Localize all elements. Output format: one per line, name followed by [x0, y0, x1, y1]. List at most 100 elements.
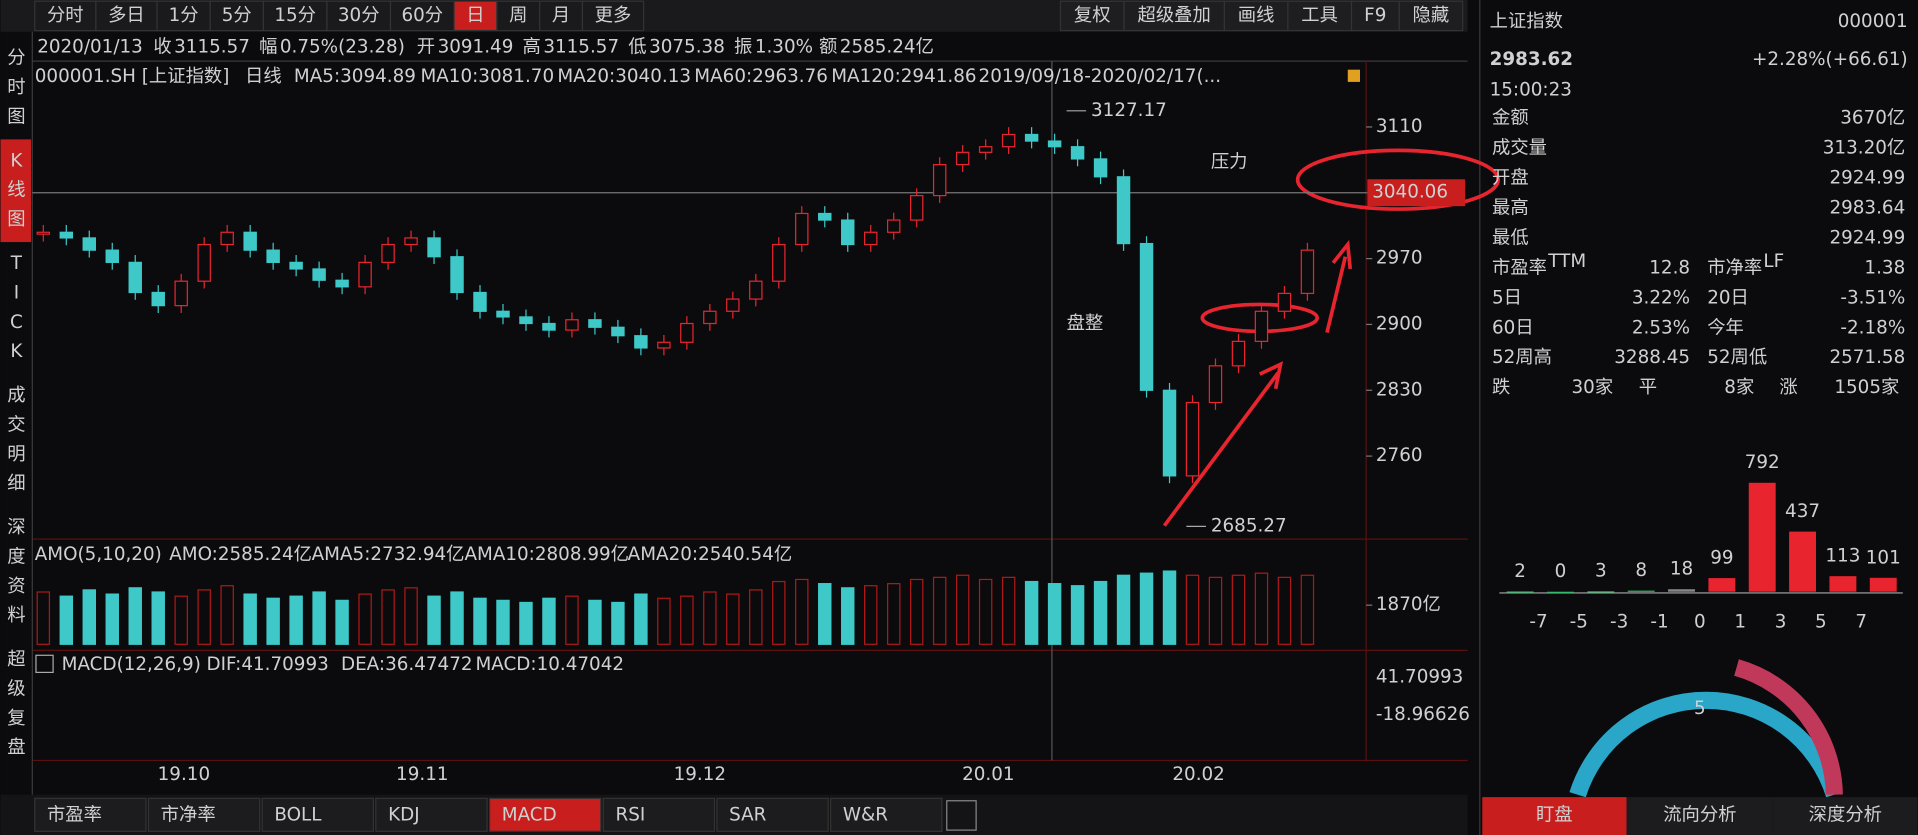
- period-tab-label[interactable]: 日: [466, 5, 484, 26]
- candle: [197, 243, 211, 282]
- info-item: 高: [523, 37, 541, 58]
- toolbar-label[interactable]: 工具: [1301, 5, 1338, 26]
- stat-label: 成交量: [1492, 138, 1547, 159]
- side-tab[interactable]: K 线图: [7, 150, 25, 230]
- candle: [1277, 292, 1292, 312]
- dist-axis-label: -1: [1650, 611, 1668, 632]
- candle: [358, 261, 372, 288]
- period-tab-label[interactable]: 周: [509, 5, 527, 26]
- volume-bar: [427, 595, 441, 645]
- indicator-tab[interactable]: [488, 797, 602, 832]
- toolbar-button[interactable]: [1059, 0, 1125, 32]
- volume-bar: [335, 599, 349, 645]
- candle: [266, 249, 280, 263]
- toolbar-label[interactable]: 画线: [1238, 5, 1275, 26]
- period-tab[interactable]: [453, 0, 498, 32]
- toolbar-button[interactable]: [1350, 0, 1400, 32]
- candle: [1001, 133, 1016, 148]
- volume-bar: [220, 585, 234, 645]
- dist-value-label: 101: [1866, 547, 1901, 568]
- info-item: 振: [734, 37, 752, 58]
- toolbar-button[interactable]: [1287, 0, 1353, 32]
- indicator-tab-label[interactable]: SAR: [729, 804, 767, 825]
- indicator-tab[interactable]: [34, 797, 147, 832]
- panel-tab-label[interactable]: 深度分析: [1809, 804, 1882, 825]
- indicator-tab[interactable]: [830, 797, 943, 832]
- period-tab-label[interactable]: 分时: [47, 5, 84, 26]
- ma-item: MA120:2941.86: [831, 66, 976, 87]
- toolbar-button[interactable]: [1398, 0, 1464, 32]
- indicator-tab-label[interactable]: MACD: [502, 804, 557, 825]
- dist-value-label: 2: [1514, 561, 1526, 582]
- quote-price: 2983.62: [1490, 49, 1573, 70]
- indicator-tab-label[interactable]: KDJ: [388, 804, 420, 825]
- period-tab-label[interactable]: 月: [552, 5, 570, 26]
- toolbar-label[interactable]: F9: [1364, 5, 1386, 26]
- dist-bar: [1506, 591, 1534, 593]
- quote-code: 000001: [1838, 11, 1908, 32]
- indicator-tab[interactable]: [261, 797, 375, 832]
- volume-bar: [36, 591, 51, 645]
- period-tab[interactable]: [95, 0, 158, 32]
- indicator-tab[interactable]: [147, 797, 261, 832]
- volume-bar: [634, 593, 648, 645]
- indicator-tab-label[interactable]: RSI: [615, 804, 645, 825]
- indicator-tab-label[interactable]: BOLL: [274, 804, 322, 825]
- period-tab-label[interactable]: 15分: [274, 5, 316, 26]
- indicator-tab[interactable]: [375, 797, 488, 832]
- stat-label-sup: LF: [1763, 251, 1784, 272]
- period-tab[interactable]: [539, 0, 584, 32]
- period-tab-label[interactable]: 60分: [401, 5, 443, 26]
- dist-axis-label: -5: [1570, 611, 1588, 632]
- period-tab[interactable]: [581, 0, 645, 32]
- dist-bar: [1547, 591, 1574, 593]
- side-tab[interactable]: 超级复盘: [7, 649, 25, 758]
- stat-value: -2.18%: [1840, 317, 1905, 338]
- period-tab[interactable]: [34, 0, 97, 32]
- volume-bar: [197, 589, 211, 645]
- period-tab-label[interactable]: 更多: [595, 5, 632, 26]
- candle: [1231, 340, 1246, 367]
- toolbar-button[interactable]: [1223, 0, 1289, 32]
- toolbar-label[interactable]: 复权: [1074, 5, 1111, 26]
- stat-label: 5日: [1492, 287, 1522, 308]
- toolbar-label[interactable]: 超级叠加: [1138, 5, 1211, 26]
- panel-tab-label[interactable]: 流向分析: [1663, 804, 1736, 825]
- volume-bar: [955, 574, 970, 645]
- period-tab-label[interactable]: 5分: [222, 5, 252, 26]
- volume-bar: [59, 595, 74, 645]
- volume-axis-label: 1870亿: [1376, 594, 1441, 615]
- panel-tab[interactable]: [1626, 797, 1774, 835]
- side-tab[interactable]: 深度资料: [7, 517, 25, 626]
- volume-bar: [312, 591, 326, 645]
- indicator-tab-label[interactable]: 市净率: [161, 804, 216, 825]
- period-tab-label[interactable]: 30分: [338, 5, 380, 26]
- stat-value: 1.38: [1864, 257, 1905, 278]
- toolbar-button[interactable]: [1123, 0, 1225, 32]
- panel-tab[interactable]: [1773, 797, 1918, 835]
- candle: [772, 243, 786, 282]
- toolbar-label[interactable]: 隐藏: [1413, 5, 1450, 26]
- add-tab[interactable]: [946, 800, 977, 831]
- volume-bar: [243, 593, 257, 645]
- period-tab[interactable]: [156, 0, 211, 32]
- side-tab[interactable]: 分时图: [7, 48, 25, 128]
- side-tab[interactable]: 成交明细: [7, 385, 25, 494]
- period-tab-label[interactable]: 1分: [169, 5, 199, 26]
- period-tab-label[interactable]: 多日: [108, 5, 145, 26]
- indicator-tab[interactable]: [602, 797, 716, 832]
- indicator-tab-label[interactable]: 市盈率: [47, 804, 102, 825]
- period-tab[interactable]: [326, 0, 392, 32]
- volume-bar: [680, 595, 694, 645]
- indicator-tab[interactable]: [716, 797, 829, 832]
- candle: [427, 237, 441, 258]
- macd-axis-label: 41.70993: [1376, 666, 1463, 687]
- panel-tab[interactable]: [1482, 797, 1627, 835]
- indicator-tab-label[interactable]: W&R: [843, 804, 888, 825]
- candle: [220, 231, 234, 246]
- candle: [703, 310, 717, 325]
- candle: [496, 310, 510, 318]
- panel-tab-label[interactable]: 盯盘: [1536, 804, 1573, 825]
- stat-label: 最低: [1492, 227, 1529, 248]
